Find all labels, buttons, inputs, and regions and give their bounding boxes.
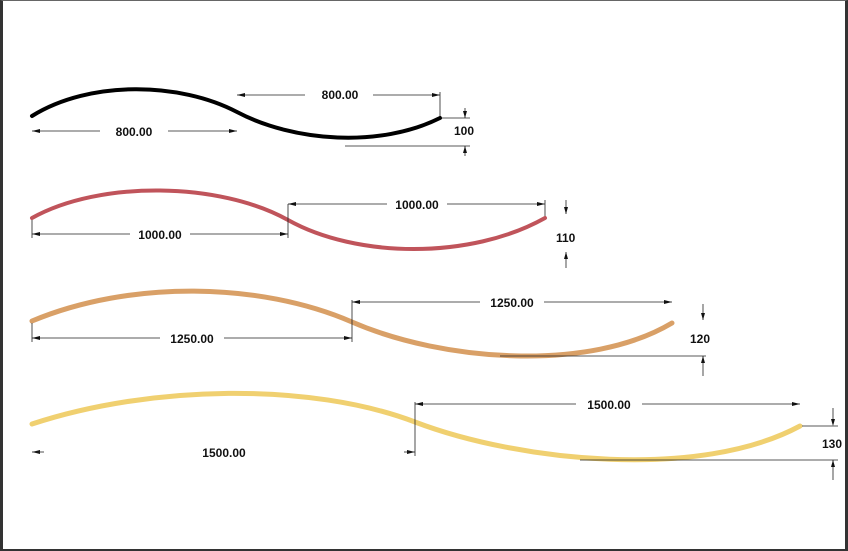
dimension-height-1000: 110	[556, 200, 576, 268]
dimension-right-1500: 1500.00	[415, 397, 800, 412]
dimension-label-height-1500: 130	[822, 437, 842, 451]
dimension-left-1500: 1500.00	[32, 402, 416, 460]
curve-group-1000: 1000.00 1000.00 110	[30, 188, 576, 268]
dimension-label-right-800: 800.00	[322, 88, 359, 102]
dimension-label-left-1500: 1500.00	[202, 446, 246, 460]
dimension-right-1250: 1250.00	[352, 295, 672, 310]
curve-1500	[29, 390, 803, 463]
dimension-height-1250: 120	[500, 304, 710, 376]
dimension-label-height-1000: 110	[556, 231, 576, 245]
dimension-left-1250: 1250.00	[31, 300, 353, 346]
dimension-label-left-1000: 1000.00	[138, 228, 182, 242]
dimension-left-800: 800.00	[32, 124, 237, 139]
dimension-label-right-1250: 1250.00	[490, 296, 534, 310]
dimension-height-1500: 130	[580, 408, 842, 480]
curve-800	[30, 87, 442, 140]
dimension-height-800: 100	[345, 108, 474, 156]
dimension-right-800: 800.00	[237, 88, 441, 116]
dimension-label-right-1000: 1000.00	[395, 198, 439, 212]
dimension-label-left-800: 800.00	[116, 125, 153, 139]
dimension-label-left-1250: 1250.00	[170, 332, 214, 346]
curve-1000	[30, 188, 547, 251]
curve-group-1500: 1500.00 1500.00 130	[29, 390, 842, 480]
curve-group-1250: 1250.00 1250.00 120	[29, 288, 710, 376]
dimension-label-height-1250: 120	[690, 332, 710, 346]
dimension-left-1000: 1000.00	[31, 204, 289, 242]
curve-group-800: 800.00 800.00 100	[30, 87, 474, 156]
dimension-label-right-1500: 1500.00	[587, 398, 631, 412]
dimension-right-1000: 1000.00	[288, 197, 546, 216]
dimension-label-height-800: 100	[454, 124, 474, 138]
